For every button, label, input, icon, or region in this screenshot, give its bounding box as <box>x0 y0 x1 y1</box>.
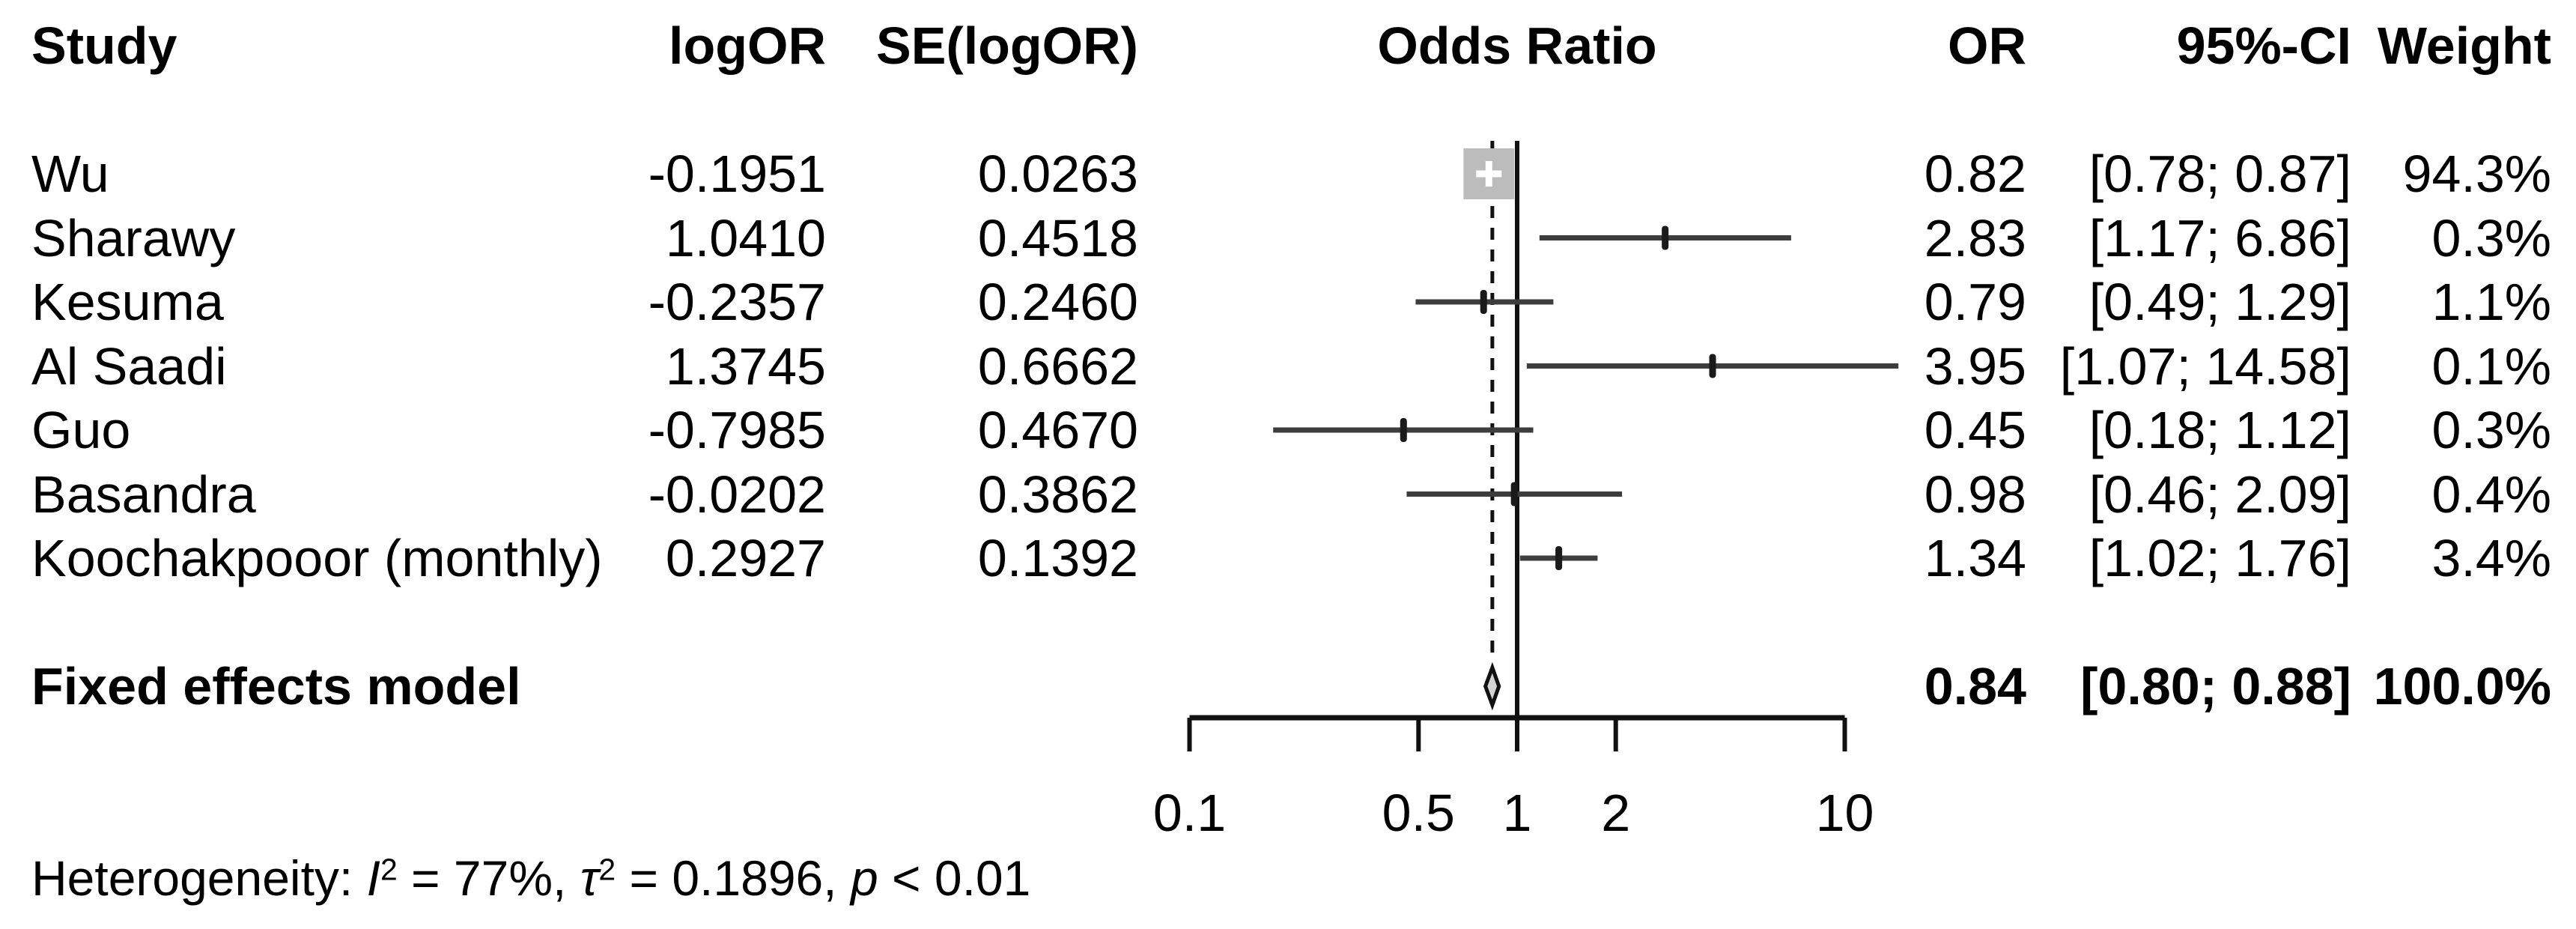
ci-value: [1.17; 6.86] <box>2089 208 2351 267</box>
table-row-kesuma: Kesuma -0.2357 0.2460 0.79 [0.49; 1.29] … <box>0 270 2576 334</box>
se-value: 0.2460 <box>977 273 1138 331</box>
weight-value: 0.1% <box>2431 336 2551 396</box>
weight-value: 0.3% <box>2431 208 2551 267</box>
se-value: 0.4518 <box>977 208 1138 267</box>
table-row-basandra: Basandra -0.0202 0.3862 0.98 [0.46; 2.09… <box>0 462 2576 527</box>
summary-weight: 100.0% <box>2373 657 2551 715</box>
col-header-ci: 95%-CI <box>2176 16 2351 75</box>
het-prefix: Heterogeneity: <box>31 850 367 906</box>
point-marker-2 <box>1480 290 1487 314</box>
weight-value: 0.3% <box>2431 401 2551 459</box>
or-value: 0.82 <box>1924 145 2026 203</box>
x-axis-tick-label-4: 10 <box>1815 784 1874 842</box>
table-row-koochakpooor: Koochakpooor (monthly) 0.2927 0.1392 1.3… <box>0 526 2576 590</box>
ci-value: [0.78; 0.87] <box>2089 145 2351 203</box>
ci-value: [0.46; 2.09] <box>2089 464 2351 524</box>
summary-row: Fixed effects model 0.84 [0.80; 0.88] 10… <box>0 654 2576 718</box>
x-axis-tick-label-3: 2 <box>1601 784 1631 842</box>
point-marker-6 <box>1555 546 1563 570</box>
study-name: Basandra <box>31 464 256 524</box>
weight-value: 1.1% <box>2431 273 2551 331</box>
table-row-sharawy: Sharawy 1.0410 0.4518 2.83 [1.17; 6.86] … <box>0 206 2576 270</box>
ci-value: [0.18; 1.12] <box>2089 401 2351 459</box>
summary-label: Fixed effects model <box>31 657 521 715</box>
table-header: Study logOR SE(logOR) Odds Ratio OR 95%-… <box>0 13 2576 78</box>
study-name: Sharawy <box>31 208 236 267</box>
point-marker-4 <box>1400 418 1407 442</box>
ci-value: [0.49; 1.29] <box>2089 273 2351 331</box>
se-value: 0.6662 <box>977 336 1138 396</box>
table-row-guo: Guo -0.7985 0.4670 0.45 [0.18; 1.12] 0.3… <box>0 398 2576 462</box>
logor-value: -0.2357 <box>648 273 826 331</box>
logor-value: -0.1951 <box>648 145 826 203</box>
heterogeneity-note: Heterogeneity: I2 = 77%, τ2 = 0.1896, p … <box>31 844 1030 912</box>
het-tau-symbol: τ <box>580 850 599 906</box>
logor-value: 1.0410 <box>665 208 826 267</box>
col-header-study: Study <box>31 16 177 75</box>
het-i-sup: 2 <box>380 852 398 887</box>
x-axis-tick-label-0: 0.1 <box>1152 784 1227 842</box>
study-name: Guo <box>31 401 131 459</box>
col-header-se: SE(logOR) <box>876 16 1138 75</box>
or-value: 1.34 <box>1924 529 2026 587</box>
or-value: 3.95 <box>1924 336 2026 396</box>
or-value: 0.98 <box>1924 464 2026 524</box>
ci-value: [1.07; 14.58] <box>2059 336 2351 396</box>
point-marker-1 <box>1662 226 1669 250</box>
or-value: 2.83 <box>1924 208 2026 267</box>
summary-ci: [0.80; 0.88] <box>2080 657 2351 715</box>
axis-tick-labels: 0.1 0.5 1 2 10 <box>0 781 2576 845</box>
logor-value: 0.2927 <box>665 529 826 587</box>
se-value: 0.3862 <box>977 464 1138 524</box>
logor-value: -0.0202 <box>648 464 826 524</box>
het-i-symbol: I <box>366 850 380 906</box>
se-value: 0.4670 <box>977 401 1138 459</box>
table-row-al-saadi: Al Saadi 1.3745 0.6662 3.95 [1.07; 14.58… <box>0 334 2576 399</box>
or-value: 0.45 <box>1924 401 2026 459</box>
col-header-odds-ratio: Odds Ratio <box>1377 16 1657 75</box>
point-marker-5 <box>1510 482 1518 506</box>
study-name: Al Saadi <box>31 336 227 396</box>
study-name: Kesuma <box>31 273 224 331</box>
het-p-symbol: p <box>850 850 878 906</box>
col-header-or: OR <box>1948 16 2026 75</box>
weight-value: 0.4% <box>2431 464 2551 524</box>
het-p-value: < 0.01 <box>878 850 1031 906</box>
col-header-weight: Weight <box>2377 16 2551 75</box>
se-value: 0.1392 <box>977 529 1138 587</box>
het-i-value: = 77%, <box>397 850 580 906</box>
weight-value: 94.3% <box>2402 145 2551 203</box>
ci-value: [1.02; 1.76] <box>2089 529 2351 587</box>
study-name: Wu <box>31 145 109 203</box>
weight-value: 3.4% <box>2431 529 2551 587</box>
logor-value: -0.7985 <box>648 401 826 459</box>
het-tau-sup: 2 <box>598 852 616 887</box>
col-header-logor: logOR <box>669 16 826 75</box>
x-axis-tick-label-2: 1 <box>1502 784 1532 842</box>
table-row-wu: Wu -0.1951 0.0263 0.82 [0.78; 0.87] 94.3… <box>0 142 2576 206</box>
point-marker-3 <box>1709 354 1716 378</box>
or-value: 0.79 <box>1924 273 2026 331</box>
study-name: Koochakpooor (monthly) <box>31 529 603 587</box>
summary-diamond <box>1483 662 1501 711</box>
het-tau-value: = 0.1896, <box>616 850 851 906</box>
logor-value: 1.3745 <box>665 336 826 396</box>
summary-or: 0.84 <box>1924 657 2026 715</box>
se-value: 0.0263 <box>977 145 1138 203</box>
x-axis-tick-label-1: 0.5 <box>1382 784 1455 842</box>
